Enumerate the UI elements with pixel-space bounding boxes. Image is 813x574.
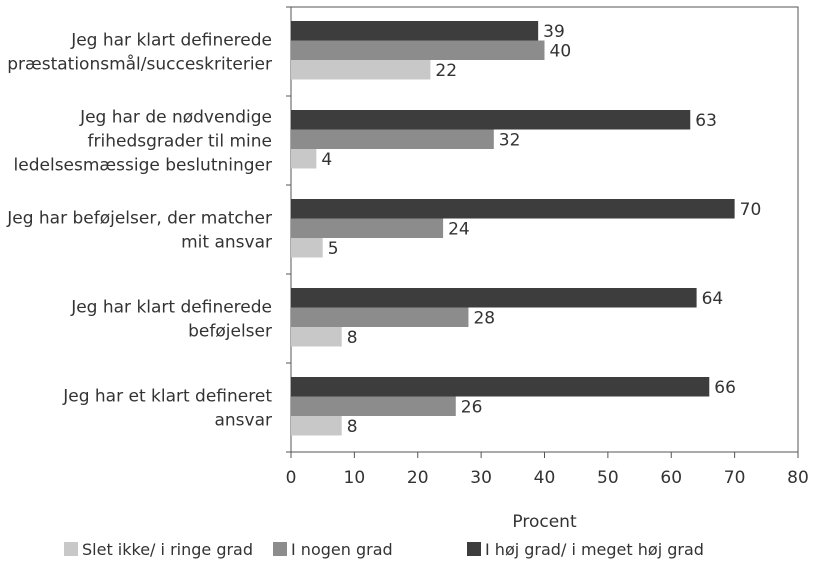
category-label: Jeg har beføjelser, der matcher xyxy=(6,209,272,229)
category-label: mit ansvar xyxy=(181,233,272,253)
x-tick-label: 0 xyxy=(286,468,297,488)
bar xyxy=(291,238,323,258)
x-tick-label: 10 xyxy=(344,468,366,488)
category-label: frihedsgrader til mine xyxy=(88,132,272,152)
bar xyxy=(291,416,342,436)
category-label: Jeg har de nødvendige xyxy=(79,108,272,128)
category-label: præstationsmål/succeskriterier xyxy=(7,54,272,75)
category-label: Jeg har et klart defineret xyxy=(62,387,272,407)
category-label: beføjelser xyxy=(188,322,272,342)
bar-value-label: 4 xyxy=(321,150,332,170)
bar-value-label: 22 xyxy=(435,61,457,81)
bar-value-label: 24 xyxy=(448,219,470,239)
x-tick-label: 30 xyxy=(470,468,492,488)
legend-label: I høj grad/ i meget høj grad xyxy=(485,540,704,559)
bar-value-label: 32 xyxy=(499,130,521,150)
x-axis-title: Procent xyxy=(512,512,577,532)
bar-value-label: 64 xyxy=(702,289,724,309)
bar-value-label: 63 xyxy=(695,111,717,131)
x-tick-label: 50 xyxy=(597,468,619,488)
category-label: ledelsesmæssige beslutninger xyxy=(14,156,272,176)
bar xyxy=(291,327,342,347)
bar xyxy=(291,149,317,169)
bar xyxy=(291,129,494,149)
bar xyxy=(291,60,431,80)
bar-value-label: 39 xyxy=(543,22,565,42)
bar-value-label: 70 xyxy=(740,200,762,220)
bar-value-label: 5 xyxy=(328,239,339,259)
legend-swatch xyxy=(273,542,287,556)
x-tick-label: 70 xyxy=(724,468,746,488)
bar xyxy=(291,110,691,130)
legend-label: Slet ikke/ i ringe grad xyxy=(82,540,253,559)
bar xyxy=(291,199,735,219)
x-tick-label: 60 xyxy=(660,468,682,488)
bar-value-label: 28 xyxy=(473,308,495,328)
legend-swatch xyxy=(64,542,78,556)
bar xyxy=(291,40,545,60)
bar xyxy=(291,288,697,308)
bar-value-label: 8 xyxy=(347,417,358,437)
bar-value-label: 8 xyxy=(347,328,358,348)
bar xyxy=(291,377,710,397)
x-tick-label: 20 xyxy=(407,468,429,488)
legend-label: I nogen grad xyxy=(291,540,393,559)
bar-value-label: 40 xyxy=(550,41,572,61)
legend-swatch xyxy=(467,542,481,556)
bar xyxy=(291,21,539,41)
category-label: Jeg har klart definerede xyxy=(70,31,272,51)
bar-value-label: 26 xyxy=(461,397,483,417)
category-label: Jeg har klart definerede xyxy=(70,298,272,318)
bar xyxy=(291,218,444,238)
bar xyxy=(291,307,469,327)
bar xyxy=(291,396,456,416)
category-label: ansvar xyxy=(214,411,272,431)
bar-value-label: 66 xyxy=(714,378,736,398)
x-tick-label: 80 xyxy=(787,468,809,488)
x-tick-label: 40 xyxy=(534,468,556,488)
